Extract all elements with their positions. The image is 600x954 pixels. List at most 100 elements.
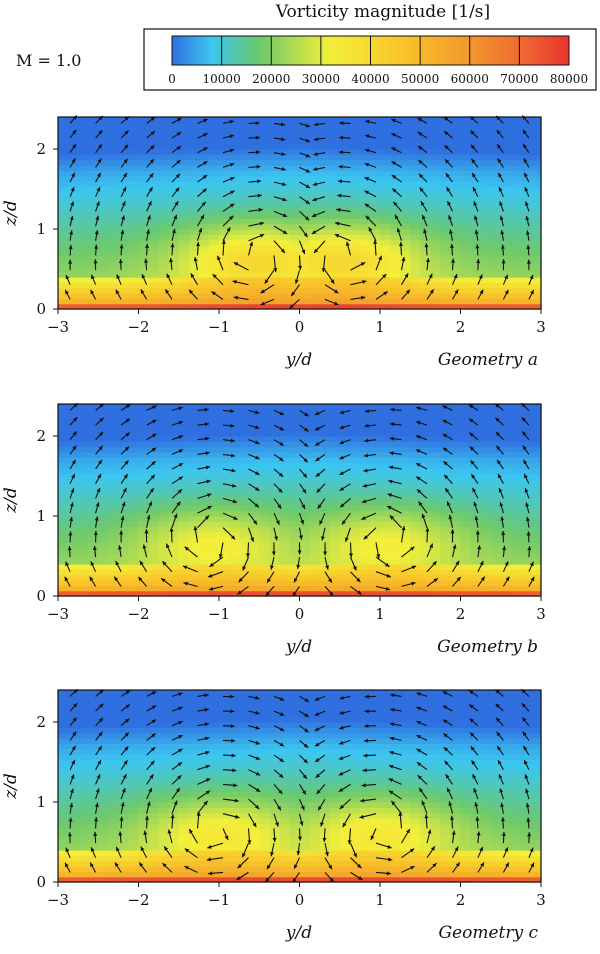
heatmap-cell <box>400 526 411 533</box>
heatmap-cell <box>430 287 441 294</box>
heatmap-cell <box>279 138 291 145</box>
heatmap-cell <box>500 542 512 549</box>
heatmap-cell <box>108 457 119 464</box>
heatmap-cell <box>98 197 109 203</box>
heatmap-cell <box>78 452 89 458</box>
heatmap-cell <box>98 780 109 787</box>
heatmap-cell <box>500 213 512 219</box>
heatmap-cell <box>500 122 512 129</box>
heatmap-cell <box>269 585 280 592</box>
vector-arrowhead <box>233 516 238 520</box>
heatmap-cell <box>400 239 411 246</box>
heatmap-cell <box>520 457 532 464</box>
heatmap-cell <box>78 764 89 771</box>
heatmap-cell <box>319 420 331 426</box>
heatmap-cell <box>420 303 431 310</box>
heatmap-cell <box>98 855 109 862</box>
heatmap-cell <box>108 117 119 123</box>
heatmap-cell <box>309 580 321 586</box>
heatmap-cell <box>188 420 200 426</box>
heatmap-cell <box>138 532 150 538</box>
vector-arrowhead <box>150 117 156 121</box>
heatmap-cell <box>78 716 89 723</box>
heatmap-cell <box>279 457 291 464</box>
heatmap-cell <box>269 537 280 544</box>
heatmap-cell <box>430 143 441 150</box>
heatmap-cell <box>239 223 250 230</box>
heatmap-cell <box>208 553 220 560</box>
heatmap-cell <box>78 564 89 570</box>
vector-arrowhead <box>218 554 223 559</box>
vector-arrowhead <box>256 150 261 155</box>
heatmap-cell <box>249 234 260 241</box>
heatmap-cell <box>349 510 361 517</box>
heatmap-cell <box>98 860 109 867</box>
colorbar: 0 10000 20000 30000 40000 50000 60000 70000 8000… <box>168 35 588 86</box>
heatmap-cell <box>208 452 220 458</box>
heatmap-cell <box>289 127 301 134</box>
heatmap-cell <box>219 580 230 586</box>
heatmap-cell <box>158 494 170 501</box>
heatmap-cell <box>500 574 512 581</box>
heatmap-cell <box>198 574 210 581</box>
heatmap-cell <box>108 727 119 734</box>
heatmap-cell <box>168 420 180 426</box>
heatmap-cell <box>108 796 119 803</box>
heatmap-cell <box>108 764 119 771</box>
heatmap-cell <box>219 159 230 166</box>
heatmap-cell <box>349 202 361 209</box>
heatmap-cell <box>229 430 240 437</box>
heatmap-cell <box>118 218 130 225</box>
vector-arrowhead <box>281 182 287 186</box>
heatmap-cell <box>148 202 160 209</box>
heatmap-cell <box>349 229 361 235</box>
heatmap-cell <box>229 404 240 410</box>
heatmap-cell <box>420 186 431 193</box>
vector-arrowhead <box>339 486 344 491</box>
heatmap-cell <box>380 553 391 560</box>
heatmap-cell <box>400 590 411 597</box>
heatmap-cell <box>259 165 270 171</box>
heatmap-cell <box>369 266 381 273</box>
heatmap-cell <box>108 574 119 581</box>
heatmap-cell <box>420 473 431 480</box>
colorbar-tick-label: 20000 <box>252 72 290 86</box>
heatmap-cell <box>470 521 482 528</box>
heatmap-cell <box>410 494 421 501</box>
heatmap-cell <box>299 255 311 262</box>
heatmap-cell <box>430 117 441 123</box>
heatmap-cell <box>420 154 431 161</box>
heatmap-cell <box>339 441 351 448</box>
heatmap-cell <box>138 526 150 533</box>
heatmap-cell <box>480 229 492 235</box>
heatmap-cell <box>58 213 69 219</box>
heatmap-cell <box>490 170 502 177</box>
heatmap-cell <box>88 860 99 867</box>
vector-arrowhead <box>282 213 288 217</box>
heatmap-cell <box>78 855 89 862</box>
vector-arrowhead <box>254 503 259 508</box>
heatmap-cell <box>530 436 542 442</box>
heatmap-cell <box>319 298 331 305</box>
heatmap-cell <box>500 181 512 187</box>
vector-arrowhead <box>178 449 183 454</box>
heatmap-cell <box>68 812 79 819</box>
heatmap-cell <box>520 574 532 581</box>
heatmap-cell <box>309 154 321 161</box>
heatmap-cell <box>359 436 371 442</box>
vector-arrowhead <box>499 502 504 507</box>
heatmap-cell <box>118 834 130 840</box>
heatmap-cell <box>390 404 401 410</box>
heatmap-cell <box>58 775 69 782</box>
heatmap-cell <box>500 282 512 289</box>
heatmap-cell <box>319 473 331 480</box>
heatmap-cell <box>369 175 381 182</box>
heatmap-cell <box>420 489 431 496</box>
heatmap-cell <box>359 266 371 273</box>
heatmap-cell <box>339 298 351 305</box>
heatmap-cell <box>299 245 311 251</box>
heatmap-cell <box>68 271 79 278</box>
vector-arrowhead <box>389 515 395 520</box>
heatmap-cell <box>78 727 89 734</box>
heatmap-cell <box>289 404 301 410</box>
